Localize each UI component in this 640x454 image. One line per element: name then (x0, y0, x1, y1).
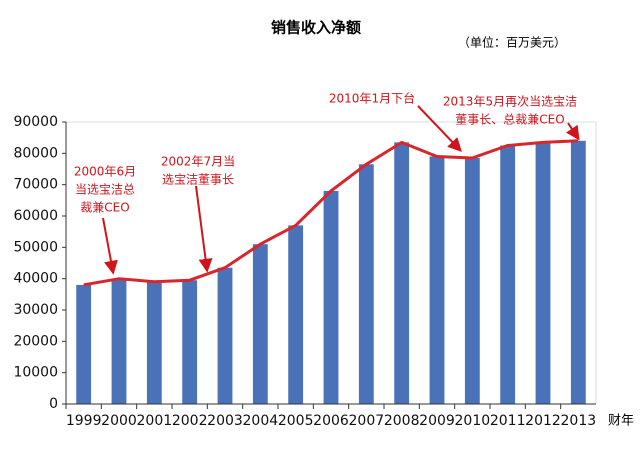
annotation-arrow (417, 105, 462, 153)
unit-label: （单位：百万美元） (458, 35, 566, 50)
bar (500, 145, 516, 404)
x-tick-label: 2005 (278, 413, 314, 429)
annotation: 董事长、总裁兼CEO (455, 113, 564, 127)
y-tick-label: 80000 (13, 145, 58, 161)
bar (429, 156, 445, 404)
bar (288, 225, 304, 404)
annotation-arrow (565, 122, 580, 141)
bar (76, 284, 92, 404)
bar (182, 280, 198, 404)
annotation: 2002年7月当 (161, 155, 235, 169)
bar (323, 190, 339, 404)
x-tick-label: 2003 (207, 413, 243, 429)
x-tick-label: 2009 (419, 413, 455, 429)
x-tick-label: 2002 (172, 413, 208, 429)
annotation-arrow (102, 217, 118, 275)
bar (570, 140, 586, 405)
bar (217, 267, 233, 404)
y-tick-label: 0 (49, 396, 58, 412)
bar (535, 142, 551, 404)
bar (146, 281, 162, 404)
y-tick-label: 10000 (13, 365, 58, 381)
x-tick-label: 2001 (137, 413, 173, 429)
annotation: 2010年1月下台 (329, 91, 415, 106)
trend-line (83, 139, 579, 287)
annotation-arrow (195, 185, 213, 273)
chart-title: 销售收入净额 (271, 19, 361, 37)
y-tick-label: 60000 (13, 208, 58, 224)
x-tick-label: 2008 (384, 413, 420, 429)
x-axis-label: 财年 (608, 414, 634, 429)
x-tick-label: 2007 (349, 413, 385, 429)
x-tick-label: 2013 (561, 413, 597, 429)
y-tick-label: 90000 (13, 114, 58, 130)
x-tick-label: 2000 (101, 413, 137, 429)
bar (394, 142, 410, 404)
x-tick-label: 2006 (313, 413, 349, 429)
annotation: 2000年6月 (74, 165, 136, 179)
x-tick-label: 2010 (455, 413, 491, 429)
y-tick-label: 40000 (13, 271, 58, 287)
x-tick-label: 2012 (525, 413, 561, 429)
annotation: 裁兼CEO (80, 201, 129, 215)
annotation: 2013年5月再次当选宝洁 (443, 95, 577, 109)
bar (358, 164, 374, 404)
bar (252, 244, 268, 404)
bar (111, 278, 127, 404)
annotation: 选宝洁董事长 (162, 173, 234, 187)
bar (464, 158, 480, 404)
x-tick-label: 2004 (243, 413, 279, 429)
y-tick-label: 20000 (13, 333, 58, 349)
y-tick-label: 50000 (13, 239, 58, 255)
y-tick-label: 30000 (13, 302, 58, 318)
x-tick-label: 1999 (66, 413, 102, 429)
annotation: 当选宝洁总 (75, 183, 135, 197)
x-tick-label: 2011 (490, 413, 526, 429)
y-tick-label: 70000 (13, 177, 58, 193)
